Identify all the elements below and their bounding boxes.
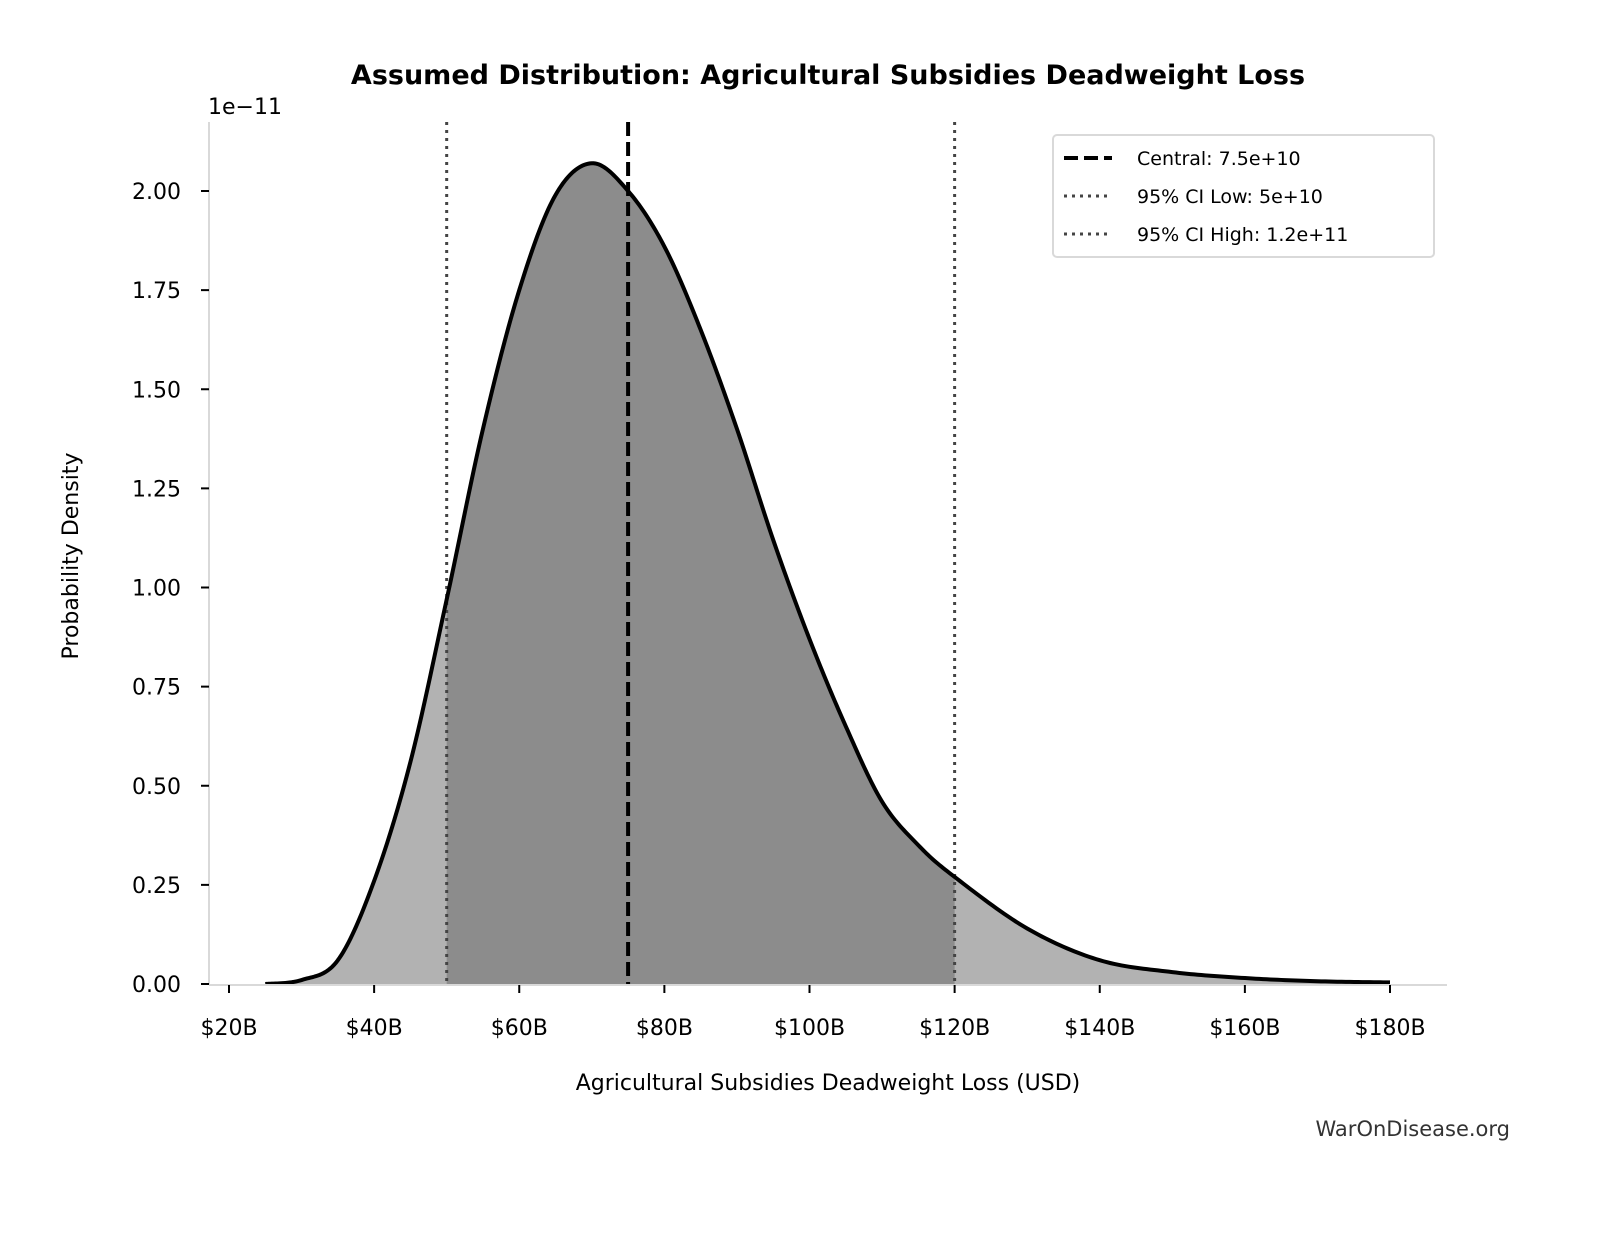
x-tick-label: $120B xyxy=(919,1016,990,1041)
legend: Central: 7.5e+10 95% CI Low: 5e+10 95% C… xyxy=(1052,134,1435,258)
x-tick-label: $20B xyxy=(200,1016,257,1041)
watermark: WarOnDisease.org xyxy=(1316,1117,1510,1141)
y-tick-label: 1.25 xyxy=(132,477,181,502)
y-tick-label: 0.25 xyxy=(132,874,181,899)
y-scale-offset-label: 1e−11 xyxy=(208,95,282,120)
x-axis-label: Agricultural Subsidies Deadweight Loss (… xyxy=(576,1071,1081,1096)
x-tick-label: $180B xyxy=(1354,1016,1425,1041)
ci-fill xyxy=(446,163,955,984)
x-tick-label: $100B xyxy=(774,1016,845,1041)
legend-ci-low: 95% CI Low: 5e+10 xyxy=(1137,186,1323,208)
legend-central: Central: 7.5e+10 xyxy=(1137,148,1301,170)
x-tick-label: $160B xyxy=(1209,1016,1280,1041)
density-curve xyxy=(265,161,1391,986)
legend-ci-high: 95% CI High: 1.2e+11 xyxy=(1137,224,1348,246)
y-tick-label: 1.00 xyxy=(132,577,181,602)
x-tick-label: $80B xyxy=(636,1016,693,1041)
x-tick-label: $60B xyxy=(491,1016,548,1041)
chart-title: Assumed Distribution: Agricultural Subsi… xyxy=(351,60,1305,91)
y-tick-label: 0.00 xyxy=(132,973,181,998)
y-tick-label: 0.75 xyxy=(132,676,181,701)
legend-box xyxy=(1052,134,1435,258)
x-tick-label: $140B xyxy=(1064,1016,1135,1041)
y-tick-label: 2.00 xyxy=(132,180,181,205)
x-tick-label: $40B xyxy=(346,1016,403,1041)
y-tick-label: 1.50 xyxy=(132,378,181,403)
y-tick-label: 0.50 xyxy=(132,775,181,800)
y-tick-label: 1.75 xyxy=(132,279,181,304)
y-axis-label: Probability Density xyxy=(59,453,84,660)
